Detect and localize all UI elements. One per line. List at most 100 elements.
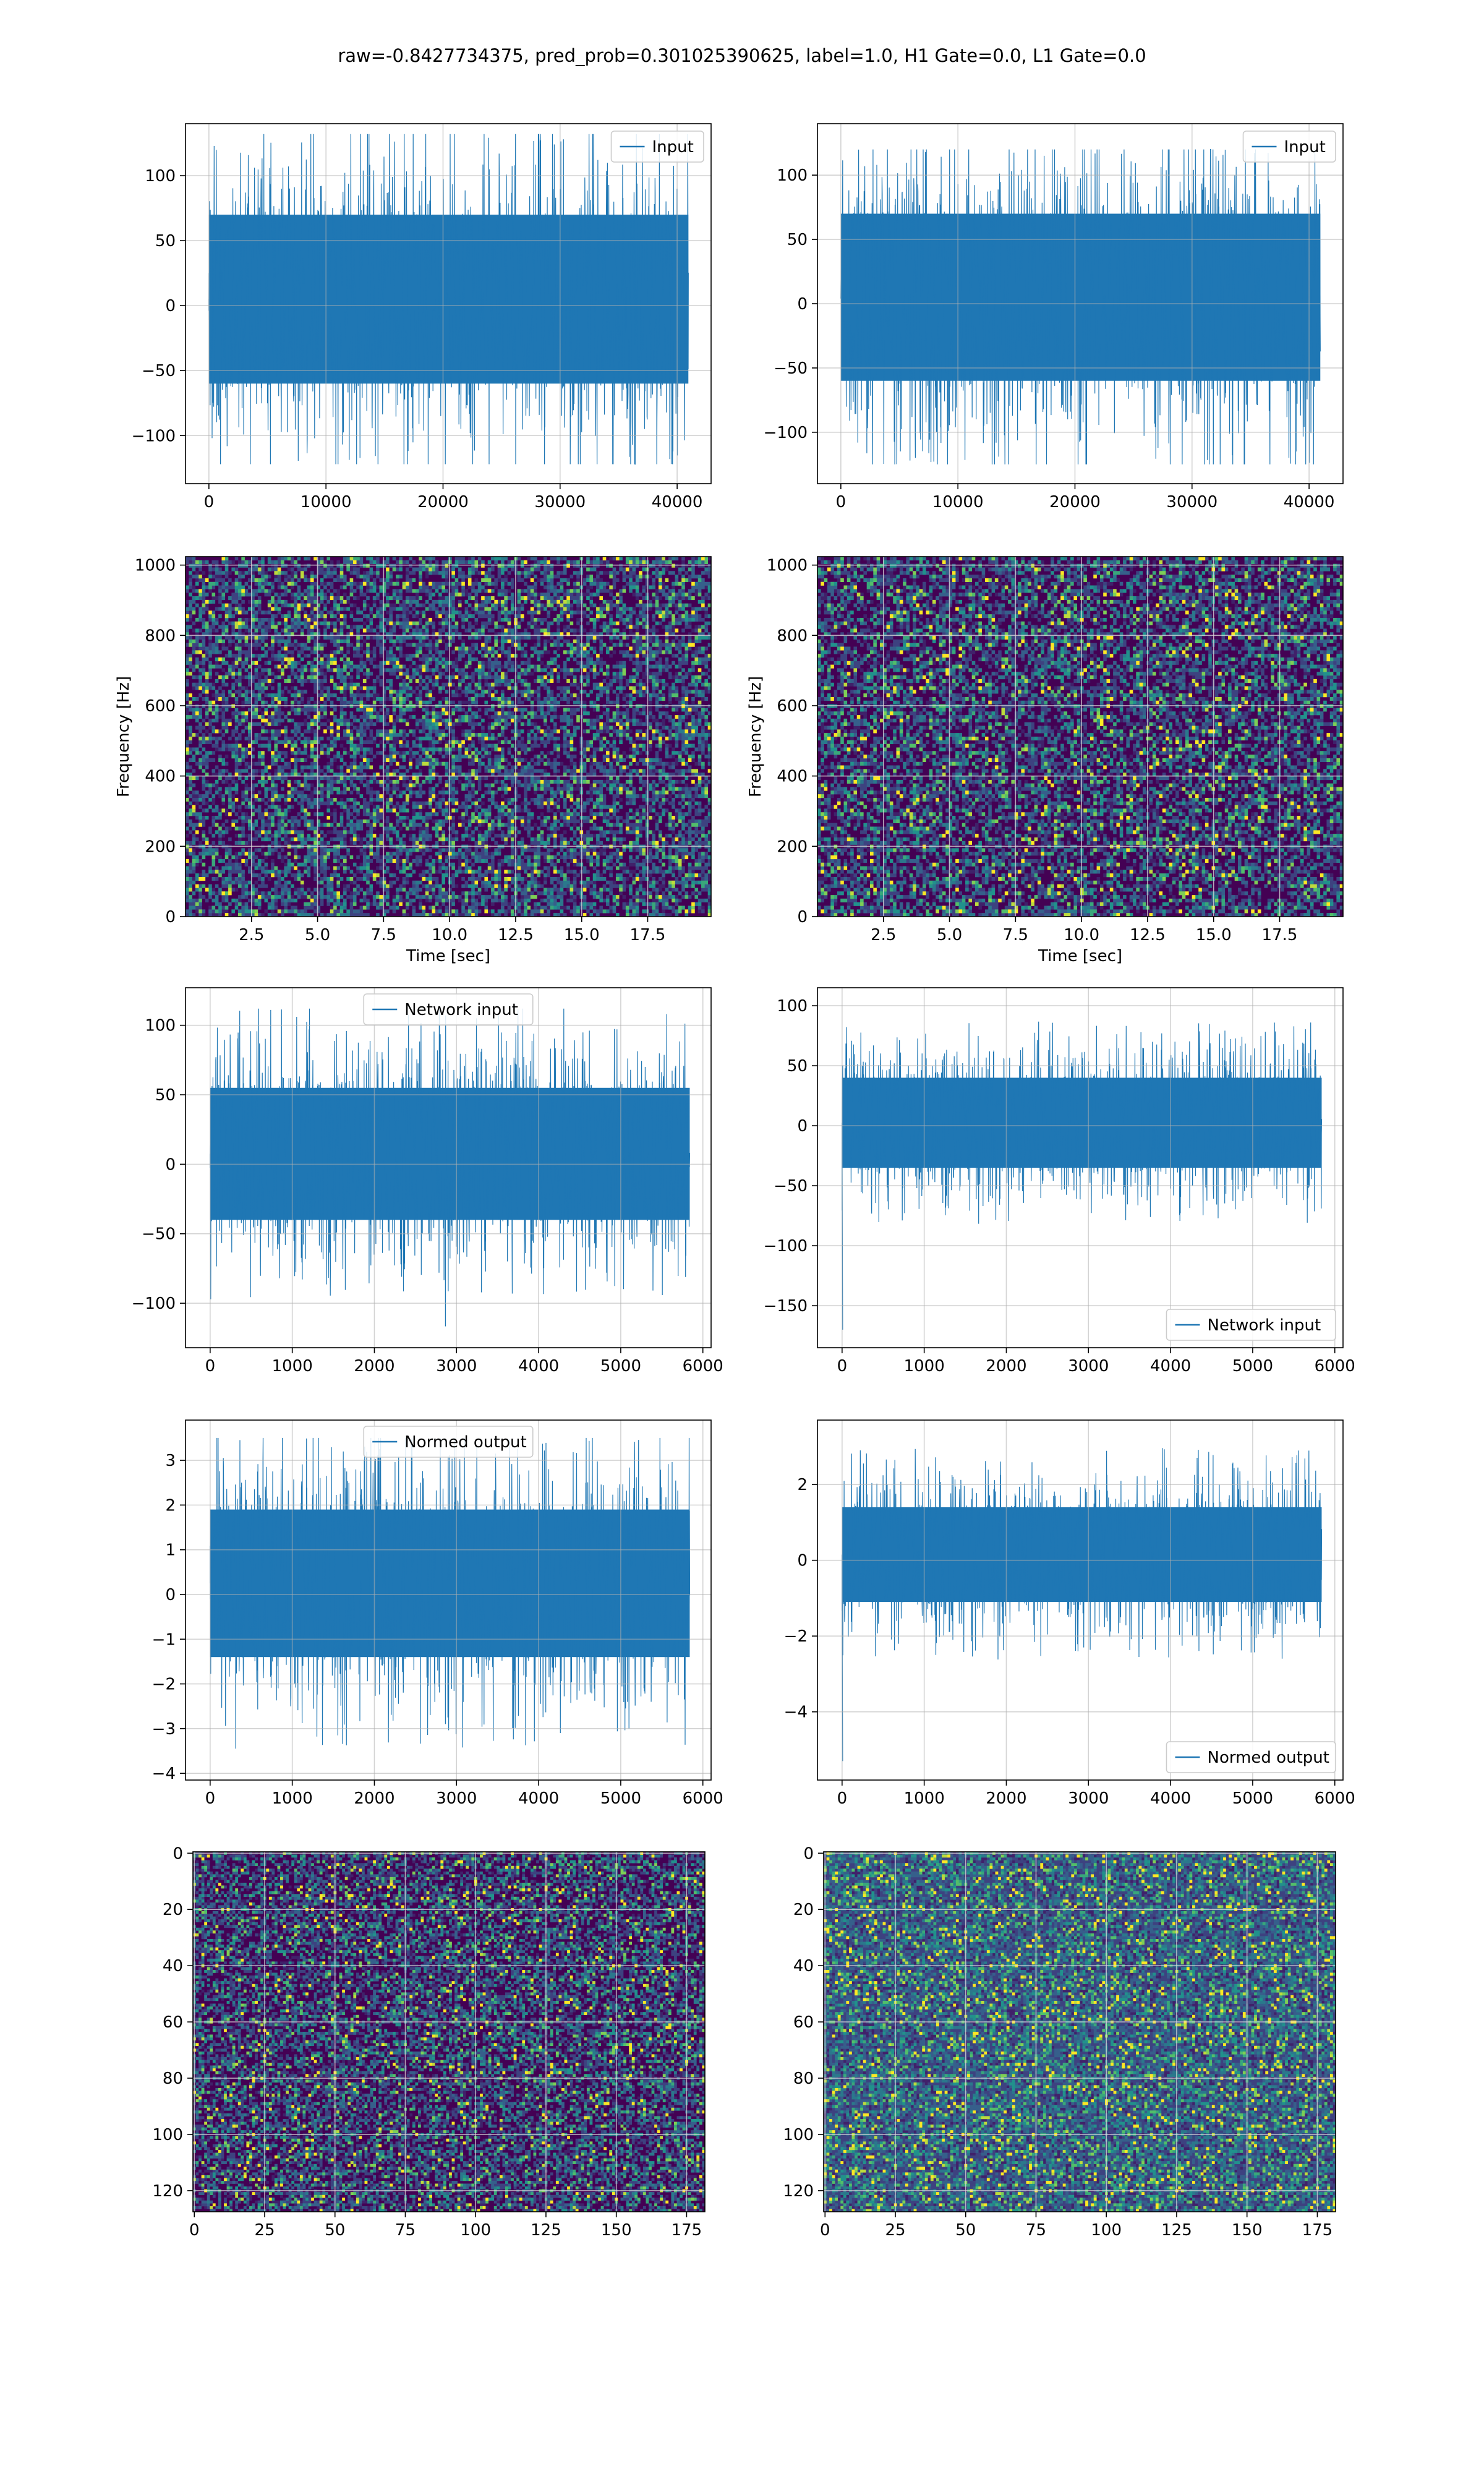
xtick-label: 1000 <box>272 1357 313 1376</box>
panel-r2c1: 2.5 5.0 7.5 10.0 12.5 15.0 17.5020040060080010… <box>114 557 711 965</box>
ytick-label: 100 <box>783 2126 814 2144</box>
ytick-label: 100 <box>152 2126 183 2144</box>
ytick-label: 2 <box>165 1496 176 1515</box>
y-axis-label: Frequency [Hz] <box>114 676 133 797</box>
xtick-label: 100 <box>460 2221 491 2240</box>
xtick-label: 5000 <box>600 1357 641 1376</box>
heatmap-r2c2 <box>817 557 1343 917</box>
xtick-label: 50 <box>325 2221 345 2240</box>
xtick-label: 0 <box>205 1789 216 1808</box>
legend-r4c1: Normed output <box>364 1426 533 1457</box>
ytick-label: 1000 <box>135 557 176 575</box>
ytick-label: 2 <box>797 1476 808 1494</box>
ytick-label: 0 <box>165 908 176 927</box>
ytick-label: 400 <box>145 768 176 786</box>
xtick-label: 17.5 <box>1262 926 1298 944</box>
ytick-label: 800 <box>777 627 808 645</box>
ytick-label: 50 <box>787 1057 808 1076</box>
panel-r3c2: 0 1000 2000 3000 4000 5000 6000−150−100−500501… <box>764 988 1355 1376</box>
xtick-label: 10.0 <box>1064 926 1099 944</box>
xtick-label: 125 <box>531 2221 561 2240</box>
xtick-label: 125 <box>1161 2221 1192 2240</box>
ytick-label: 50 <box>155 1086 176 1105</box>
xtick-label: 6000 <box>1315 1789 1355 1808</box>
ytick-label: 80 <box>793 2070 814 2088</box>
ytick-label: −1 <box>152 1630 176 1649</box>
xtick-label: 20000 <box>417 493 469 511</box>
legend-r1c2: Input <box>1243 131 1336 162</box>
xtick-label: 75 <box>395 2221 416 2240</box>
xtick-label: 4000 <box>1150 1789 1191 1808</box>
legend-label: Network input <box>1208 1316 1321 1335</box>
legend-r1c1: Input <box>612 131 704 162</box>
xtick-label: 15.0 <box>1196 926 1232 944</box>
xtick-label: 0 <box>189 2221 200 2240</box>
ytick-label: 0 <box>165 1586 176 1604</box>
ytick-label: 120 <box>783 2182 814 2201</box>
xtick-label: 3000 <box>436 1357 477 1376</box>
heatmap-r2c1 <box>186 557 711 917</box>
xtick-label: 2000 <box>986 1357 1026 1376</box>
ytick-label: 0 <box>797 908 808 927</box>
ytick-label: 0 <box>173 1844 183 1863</box>
xtick-label: 3000 <box>436 1789 477 1808</box>
panel-r2c2: 2.5 5.0 7.5 10.0 12.5 15.0 17.5020040060080010… <box>746 557 1343 965</box>
ytick-label: 600 <box>145 697 176 716</box>
xtick-label: 5.0 <box>937 926 962 944</box>
ytick-label: 120 <box>152 2182 183 2201</box>
xtick-label: 7.5 <box>1003 926 1028 944</box>
ytick-label: 20 <box>163 1901 183 1919</box>
xtick-label: 2.5 <box>239 926 264 944</box>
xtick-label: 5000 <box>600 1789 641 1808</box>
xtick-label: 12.5 <box>1130 926 1166 944</box>
ytick-label: −50 <box>142 362 176 380</box>
xtick-label: 0 <box>820 2221 830 2240</box>
ytick-label: 600 <box>777 697 808 716</box>
ytick-label: 1 <box>165 1541 176 1560</box>
legend-r4c2: Normed output <box>1167 1742 1336 1773</box>
xtick-label: 100 <box>1091 2221 1122 2240</box>
ytick-label: 20 <box>793 1901 814 1919</box>
ytick-label: −2 <box>784 1627 808 1646</box>
xtick-label: 4000 <box>518 1357 559 1376</box>
legend-label: Network input <box>404 1001 518 1019</box>
xtick-label: 75 <box>1026 2221 1046 2240</box>
legend-r3c2: Network input <box>1167 1309 1336 1340</box>
xtick-label: 2000 <box>354 1357 394 1376</box>
legend-label: Normed output <box>1208 1748 1329 1767</box>
legend-label: Normed output <box>404 1433 526 1452</box>
xtick-label: 6000 <box>683 1789 723 1808</box>
xtick-label: 10000 <box>301 493 352 511</box>
ytick-label: 0 <box>797 1117 808 1136</box>
heatmap-r5c2 <box>824 1852 1336 2212</box>
panel-r4c1: 0 1000 2000 3000 4000 5000 6000−4−3−2−10123Nor… <box>152 1420 723 1808</box>
legend-label: Input <box>652 138 694 156</box>
panel-r3c1: 0 1000 2000 3000 4000 5000 6000−100−50050100Ne… <box>132 988 723 1376</box>
xtick-label: 0 <box>205 1357 216 1376</box>
xtick-label: 25 <box>254 2221 275 2240</box>
ytick-label: −50 <box>142 1225 176 1244</box>
ytick-label: −50 <box>774 359 808 378</box>
xtick-label: 40000 <box>652 493 703 511</box>
ytick-label: 200 <box>777 837 808 856</box>
ytick-label: 60 <box>793 2013 814 2032</box>
xtick-label: 5000 <box>1232 1789 1273 1808</box>
xtick-label: 0 <box>837 1357 848 1376</box>
xtick-label: 4000 <box>518 1789 559 1808</box>
xtick-label: 7.5 <box>371 926 396 944</box>
ytick-label: 40 <box>793 1957 814 1975</box>
ytick-label: 40 <box>163 1957 183 1975</box>
xtick-label: 2000 <box>354 1789 394 1808</box>
ytick-label: 400 <box>777 768 808 786</box>
xtick-label: 15.0 <box>564 926 600 944</box>
ytick-label: 80 <box>163 2070 183 2088</box>
ytick-label: −100 <box>132 427 176 445</box>
xtick-label: 2.5 <box>871 926 896 944</box>
ytick-label: 3 <box>165 1452 176 1470</box>
ytick-label: 60 <box>163 2013 183 2032</box>
ytick-label: −50 <box>774 1177 808 1196</box>
